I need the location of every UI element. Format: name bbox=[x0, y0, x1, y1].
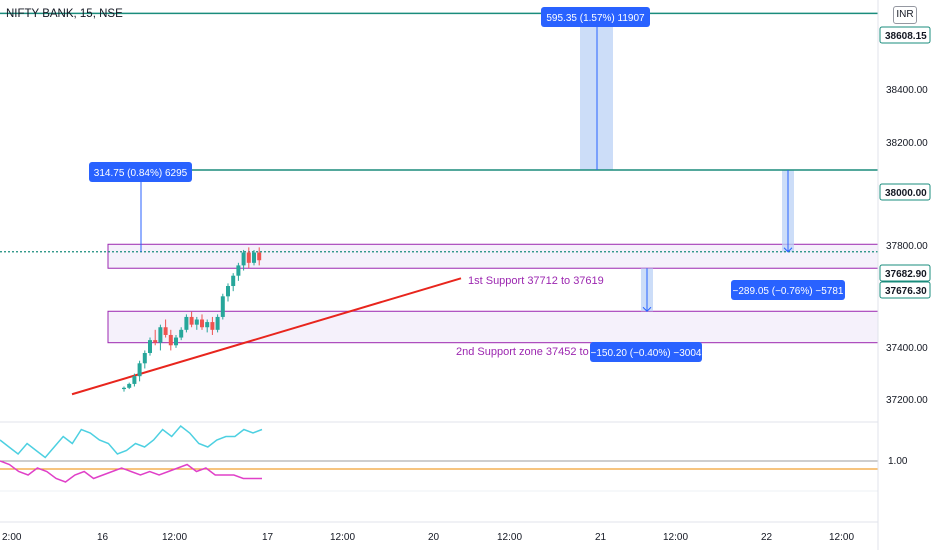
time-tick: 12:00 bbox=[663, 532, 688, 543]
candles bbox=[122, 247, 262, 392]
price-label-38000-text: 38000.00 bbox=[885, 188, 927, 199]
price-label-38608-text: 38608.15 bbox=[885, 31, 927, 42]
second-support-zone[interactable] bbox=[107, 310, 879, 344]
price-label-37676-text: 37676.30 bbox=[885, 286, 927, 297]
price-label-37682: 37682.90 bbox=[879, 264, 931, 282]
candle-body bbox=[153, 340, 158, 343]
candle-body bbox=[179, 329, 184, 338]
first-support-zone[interactable] bbox=[107, 243, 879, 269]
candle-body bbox=[184, 316, 189, 330]
candle-body bbox=[174, 337, 178, 346]
symbol-title: NIFTY BANK, 15, NSE bbox=[6, 8, 123, 20]
measure-badge-minus-289-text: −289.05 (−0.76%) −5781 bbox=[733, 286, 844, 297]
time-tick: 22 bbox=[761, 532, 773, 543]
candle-body bbox=[205, 322, 210, 328]
candle-body bbox=[148, 340, 152, 354]
time-tick: 12:00 bbox=[497, 532, 522, 543]
price-tick: 38400.00 bbox=[886, 85, 928, 96]
candle-body bbox=[158, 327, 163, 343]
candle-body bbox=[241, 252, 246, 266]
candle-body bbox=[127, 383, 132, 388]
candle-body bbox=[132, 376, 137, 384]
price-label-38608: 38608.15 bbox=[879, 26, 931, 44]
currency-button[interactable]: INR bbox=[893, 6, 917, 24]
measure-arrow-minus-150-head bbox=[642, 306, 652, 312]
candle-body bbox=[122, 387, 126, 390]
candle-body bbox=[257, 252, 262, 261]
measure-badge-minus-289[interactable]: −289.05 (−0.76%) −5781 bbox=[731, 280, 845, 300]
candle-body bbox=[220, 296, 225, 317]
time-tick: 16 bbox=[97, 532, 109, 543]
oscillator-pane bbox=[0, 424, 878, 483]
price-label-37682-text: 37682.90 bbox=[885, 269, 927, 280]
oscillator-pink-line bbox=[0, 460, 262, 483]
measure-badge-314[interactable]: 314.75 (0.84%) 6295 bbox=[89, 162, 192, 182]
time-tick: 2:00 bbox=[2, 532, 22, 543]
time-tick: 12:00 bbox=[829, 532, 854, 543]
price-tick: 37400.00 bbox=[886, 343, 928, 354]
candle-body bbox=[231, 275, 236, 287]
measure-badge-minus-150-text: −150.20 (−0.40%) −3004 bbox=[591, 348, 702, 359]
candle-body bbox=[200, 319, 204, 328]
candle-body bbox=[163, 327, 168, 335]
time-tick: 12:00 bbox=[330, 532, 355, 543]
time-tick: 21 bbox=[595, 532, 607, 543]
time-tick: 17 bbox=[262, 532, 274, 543]
candle-body bbox=[168, 334, 173, 346]
candle-body bbox=[194, 319, 199, 325]
candle-body bbox=[246, 252, 251, 263]
chart-grid bbox=[0, 421, 878, 492]
price-tick: 37200.00 bbox=[886, 395, 928, 406]
trend-line[interactable] bbox=[71, 277, 462, 396]
oscillator-cyan-line bbox=[0, 424, 263, 459]
time-axis[interactable]: 2:00 16 12:00 17 12:00 20 12:00 21 12:00… bbox=[2, 532, 854, 543]
second-support-label: 2nd Support zone 37452 to bbox=[456, 346, 589, 358]
measure-badge-595[interactable]: 595.35 (1.57%) 11907 bbox=[541, 7, 650, 27]
price-tick: 37800.00 bbox=[886, 241, 928, 252]
price-tick: 38200.00 bbox=[886, 138, 928, 149]
time-tick: 12:00 bbox=[162, 532, 187, 543]
candle-body bbox=[142, 353, 147, 364]
time-tick: 20 bbox=[428, 532, 440, 543]
price-axis[interactable]: 38400.00 38200.00 37800.00 37400.00 3720… bbox=[879, 26, 931, 467]
candle-body bbox=[215, 316, 220, 330]
candle-body bbox=[252, 252, 256, 263]
candle-body bbox=[236, 265, 241, 276]
measure-badge-minus-150[interactable]: −150.20 (−0.40%) −3004 bbox=[590, 342, 702, 362]
first-support-label: 1st Support 37712 to 37619 bbox=[468, 275, 604, 287]
measure-badge-595-text: 595.35 (1.57%) 11907 bbox=[546, 13, 645, 24]
candle-body bbox=[226, 286, 230, 297]
price-label-37676: 37676.30 bbox=[879, 281, 931, 299]
measure-badge-314-text: 314.75 (0.84%) 6295 bbox=[94, 168, 188, 179]
oscillator-level-label: 1.00 bbox=[888, 456, 908, 467]
candle-body bbox=[189, 316, 194, 325]
measure-arrow-minus-289-head bbox=[783, 247, 793, 253]
price-label-38000: 38000.00 bbox=[879, 183, 931, 201]
candle-body bbox=[137, 363, 142, 377]
candle-body bbox=[210, 322, 215, 330]
